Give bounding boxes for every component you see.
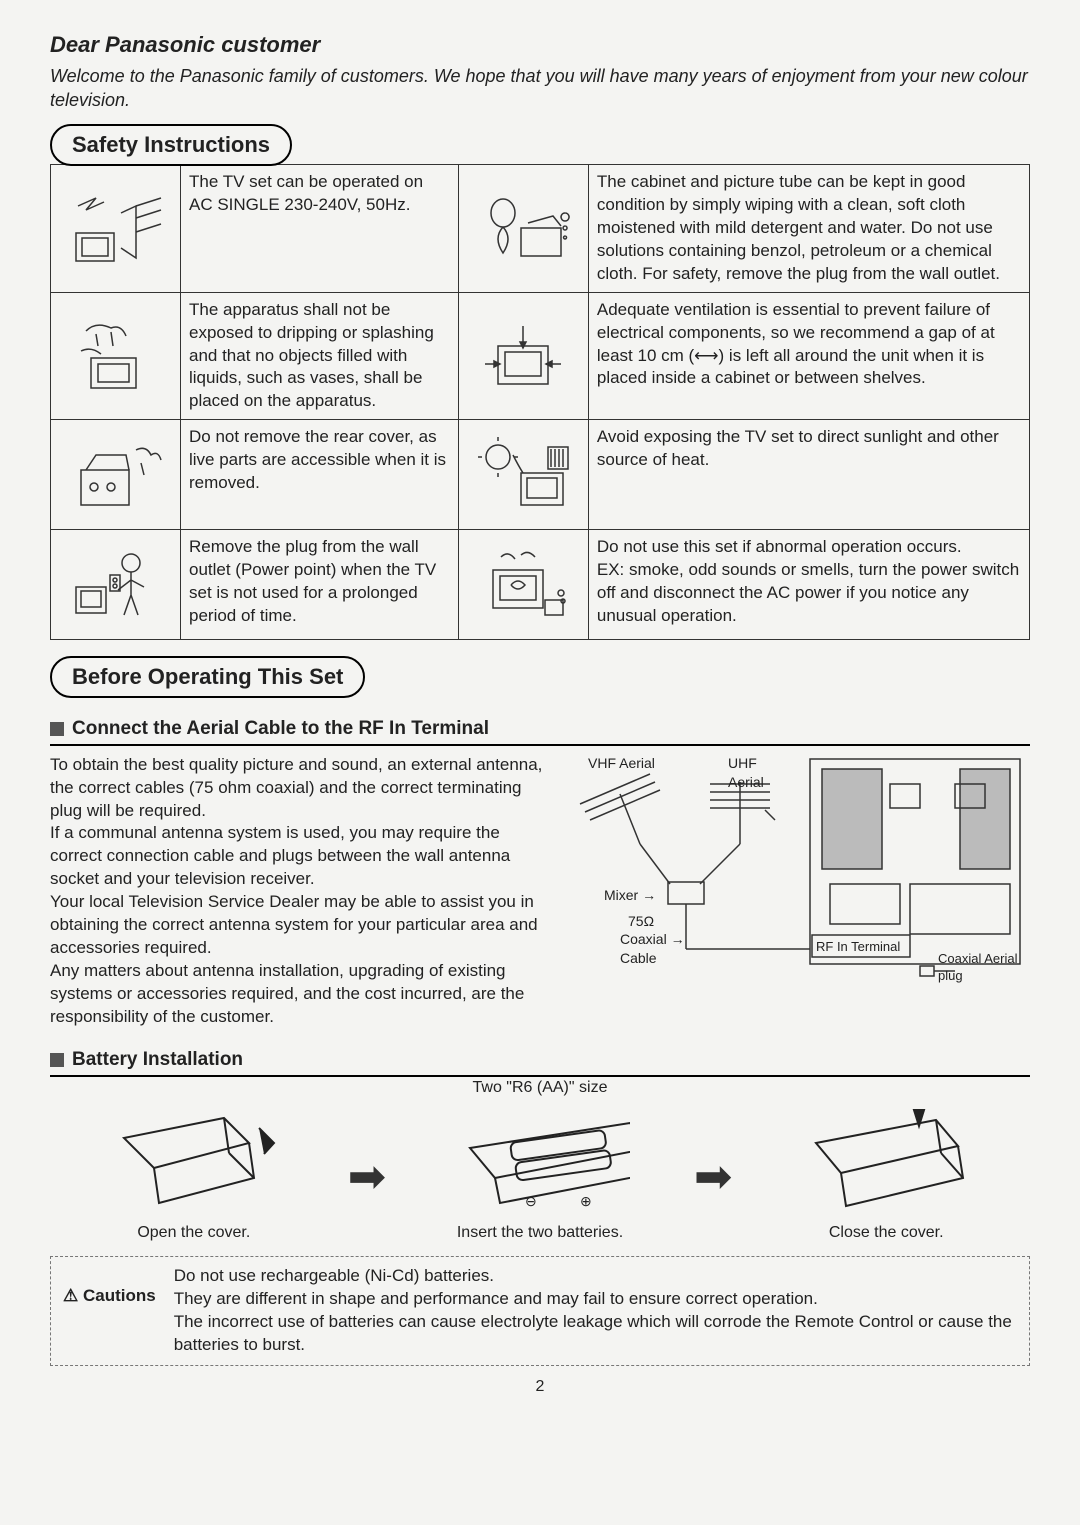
safety-icon: [473, 316, 573, 396]
vhf-label: VHF Aerial: [588, 754, 655, 773]
greeting-body: Welcome to the Panasonic family of custo…: [50, 64, 1030, 113]
svg-text:⊖: ⊖: [525, 1193, 537, 1209]
rf-label: RF In Terminal: [816, 938, 900, 956]
safety-icon-cell: [51, 420, 181, 530]
battery-size-label: Two "R6 (AA)" size: [50, 1077, 1030, 1099]
aerial-body: To obtain the best quality picture and s…: [50, 754, 548, 1029]
battery-step-1-caption: Open the cover.: [50, 1222, 338, 1244]
aerial-diagram: VHF Aerial UHF Aerial Mixer → 75Ω Coaxia…: [560, 754, 1030, 984]
safety-icon-cell: [458, 530, 588, 640]
battery-heading: Battery Installation: [50, 1047, 1030, 1077]
safety-icon: [66, 188, 166, 268]
safety-icon: [66, 435, 166, 515]
aerial-heading-text: Connect the Aerial Cable to the RF In Te…: [72, 718, 489, 739]
battery-heading-wrap: Battery Installation: [50, 1047, 1030, 1077]
page-number: 2: [50, 1376, 1030, 1398]
safety-text-left: Do not remove the rear cover, as live pa…: [181, 420, 459, 530]
svg-text:⊕: ⊕: [580, 1193, 592, 1209]
battery-open-icon: [104, 1108, 284, 1218]
coax-label: Coaxial → Cable: [620, 930, 700, 968]
safety-text-left: The apparatus shall not be exposed to dr…: [181, 292, 459, 420]
safety-text-right: Do not use this set if abnormal operatio…: [588, 530, 1029, 640]
battery-step-2-caption: Insert the two batteries.: [396, 1222, 684, 1244]
safety-icon-cell: [51, 292, 181, 420]
safety-icon: [473, 188, 573, 268]
battery-step-2: ⊖ ⊕ Insert the two batteries.: [396, 1108, 684, 1244]
mixer-label: Mixer →: [604, 886, 656, 905]
before-heading-wrap: Before Operating This Set: [50, 656, 1030, 698]
table-row: The TV set can be operated on AC SINGLE …: [51, 164, 1030, 292]
battery-insert-icon: ⊖ ⊕: [450, 1108, 630, 1218]
safety-text-left: Remove the plug from the wall outlet (Po…: [181, 530, 459, 640]
cautions-body: Do not use rechargeable (Ni-Cd) batterie…: [174, 1265, 1017, 1357]
safety-heading-wrap: Safety Instructions: [50, 124, 1030, 166]
safety-icon-cell: [458, 164, 588, 292]
table-row: Remove the plug from the wall outlet (Po…: [51, 530, 1030, 640]
square-bullet-icon: [50, 1053, 64, 1067]
cautions-label: ⚠ Cautions: [63, 1265, 156, 1357]
cautions-box: ⚠ Cautions Do not use rechargeable (Ni-C…: [50, 1256, 1030, 1366]
ohm-label: 75Ω: [628, 912, 654, 931]
battery-step-3: Close the cover.: [742, 1108, 1030, 1244]
before-heading: Before Operating This Set: [50, 656, 365, 698]
arrow-right-icon: ➡: [348, 1145, 387, 1207]
arrow-right-icon: ➡: [694, 1145, 733, 1207]
safety-text-right: The cabinet and picture tube can be kept…: [588, 164, 1029, 292]
safety-icon-cell: [51, 164, 181, 292]
safety-icon-cell: [51, 530, 181, 640]
safety-text-left: The TV set can be operated on AC SINGLE …: [181, 164, 459, 292]
safety-icon-cell: [458, 292, 588, 420]
safety-icon: [473, 435, 573, 515]
uhf-label: UHF Aerial: [728, 754, 778, 792]
safety-icon: [473, 545, 573, 625]
plug-label: Coaxial Aerial plug: [938, 950, 1028, 985]
table-row: Do not remove the rear cover, as live pa…: [51, 420, 1030, 530]
safety-text-right: Avoid exposing the TV set to direct sunl…: [588, 420, 1029, 530]
aerial-heading: Connect the Aerial Cable to the RF In Te…: [50, 716, 1030, 746]
safety-icon: [66, 316, 166, 396]
safety-icon-cell: [458, 420, 588, 530]
battery-step-1: Open the cover.: [50, 1108, 338, 1244]
battery-row: Open the cover. ➡ ⊖ ⊕ Insert the two bat…: [50, 1108, 1030, 1244]
safety-table: The TV set can be operated on AC SINGLE …: [50, 164, 1030, 640]
safety-text-right: Adequate ventilation is essential to pre…: [588, 292, 1029, 420]
battery-step-3-caption: Close the cover.: [742, 1222, 1030, 1244]
safety-heading: Safety Instructions: [50, 124, 292, 166]
aerial-heading-wrap: Connect the Aerial Cable to the RF In Te…: [50, 716, 1030, 746]
table-row: The apparatus shall not be exposed to dr…: [51, 292, 1030, 420]
aerial-row: To obtain the best quality picture and s…: [50, 754, 1030, 1029]
greeting-title: Dear Panasonic customer: [50, 30, 1030, 60]
safety-icon: [66, 545, 166, 625]
battery-heading-text: Battery Installation: [72, 1049, 243, 1070]
battery-close-icon: [796, 1108, 976, 1218]
square-bullet-icon: [50, 722, 64, 736]
